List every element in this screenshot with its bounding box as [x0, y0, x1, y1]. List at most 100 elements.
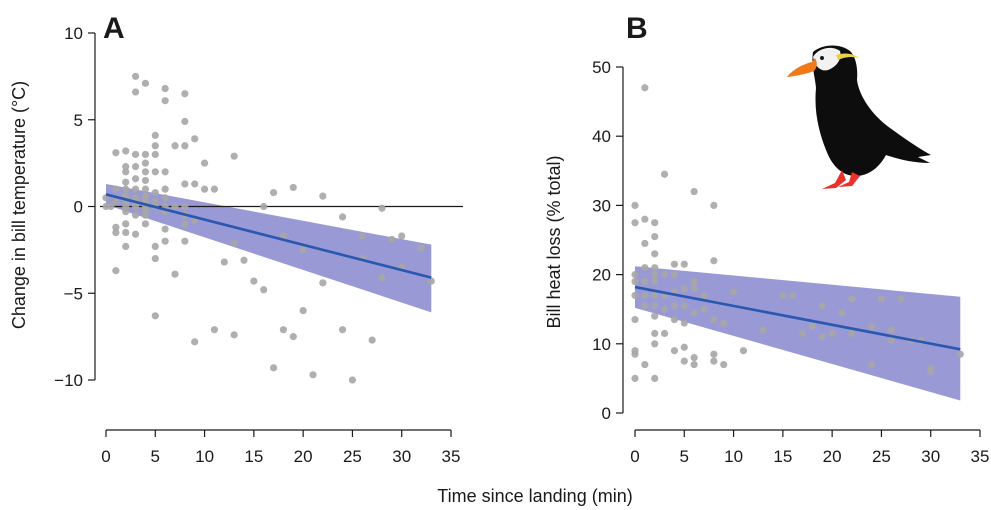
data-point [231, 331, 238, 338]
data-point [162, 238, 169, 245]
y-tick-label: 20 [592, 266, 611, 285]
data-point [181, 142, 188, 149]
data-point [671, 271, 678, 278]
x-tick-label: 5 [680, 447, 689, 466]
data-point [162, 97, 169, 104]
data-point [112, 229, 119, 236]
data-point [211, 326, 218, 333]
data-point [388, 236, 395, 243]
data-point [260, 203, 267, 210]
data-point [671, 316, 678, 323]
data-point [671, 261, 678, 268]
data-point [671, 347, 678, 354]
data-point [428, 278, 435, 285]
data-point [691, 285, 698, 292]
data-point [309, 371, 316, 378]
data-point [152, 168, 159, 175]
data-point [171, 203, 178, 210]
data-point [162, 168, 169, 175]
data-point [760, 326, 767, 333]
panel-b-label: B [626, 12, 648, 45]
data-point [681, 261, 688, 268]
data-point [191, 180, 198, 187]
data-point [710, 257, 717, 264]
data-point [260, 286, 267, 293]
data-point [142, 192, 149, 199]
data-point [152, 189, 159, 196]
data-point [829, 330, 836, 337]
data-point [319, 279, 326, 286]
data-point [142, 168, 149, 175]
panel-b-y-axis: 01020304050 [592, 58, 623, 423]
data-point [270, 189, 277, 196]
data-point [651, 340, 658, 347]
shared-x-axis-title: Time since landing (min) [437, 486, 632, 506]
data-point [132, 231, 139, 238]
data-point [710, 358, 717, 365]
tufted-puffin-icon [787, 45, 931, 189]
data-point [641, 302, 648, 309]
y-tick-label: −10 [54, 371, 83, 390]
data-point [631, 271, 638, 278]
data-point [888, 326, 895, 333]
data-point [799, 330, 806, 337]
data-point [720, 361, 727, 368]
data-point [681, 285, 688, 292]
data-point [868, 323, 875, 330]
data-point [300, 246, 307, 253]
x-tick-label: 35 [971, 447, 990, 466]
data-point [142, 151, 149, 158]
panel-b-y-axis-title: Bill heat loss (% total) [544, 155, 564, 328]
data-point [710, 316, 717, 323]
panel-b-x-axis: 0 5 10 15 20 25 30 35 [630, 430, 989, 466]
data-point [700, 292, 707, 299]
data-point [848, 295, 855, 302]
data-point [211, 186, 218, 193]
data-point [378, 205, 385, 212]
data-point [661, 306, 668, 313]
data-point [661, 271, 668, 278]
data-point [181, 220, 188, 227]
x-tick-label: 0 [101, 447, 110, 466]
data-point [240, 257, 247, 264]
data-point [809, 323, 816, 330]
y-tick-label: 5 [74, 111, 83, 130]
data-point [819, 333, 826, 340]
data-point [681, 358, 688, 365]
data-point [300, 307, 307, 314]
data-point [651, 302, 658, 309]
x-tick-label: 25 [872, 447, 891, 466]
data-point [122, 229, 129, 236]
data-point [691, 354, 698, 361]
data-point [107, 203, 114, 210]
data-point [631, 219, 638, 226]
data-point [651, 292, 658, 299]
panel-a-y-axis: −10−50510 [54, 24, 95, 390]
data-point [651, 219, 658, 226]
data-point [162, 194, 169, 201]
data-point [651, 233, 658, 240]
data-point [181, 118, 188, 125]
data-point [112, 149, 119, 156]
data-point [142, 186, 149, 193]
data-point [359, 232, 366, 239]
data-point [681, 302, 688, 309]
data-point [142, 160, 149, 167]
data-point [651, 264, 658, 271]
data-point [142, 80, 149, 87]
data-point [641, 361, 648, 368]
data-point [132, 88, 139, 95]
data-point [641, 216, 648, 223]
x-tick-label: 10 [724, 447, 743, 466]
data-point [152, 132, 159, 139]
data-point [740, 347, 747, 354]
data-point [280, 326, 287, 333]
panel-a-x-axis: 0 5 10 15 20 25 30 35 [101, 430, 460, 466]
data-point [270, 364, 277, 371]
x-tick-label: 20 [823, 447, 842, 466]
data-point [651, 271, 658, 278]
data-point [681, 344, 688, 351]
data-point [378, 274, 385, 281]
data-point [641, 264, 648, 271]
